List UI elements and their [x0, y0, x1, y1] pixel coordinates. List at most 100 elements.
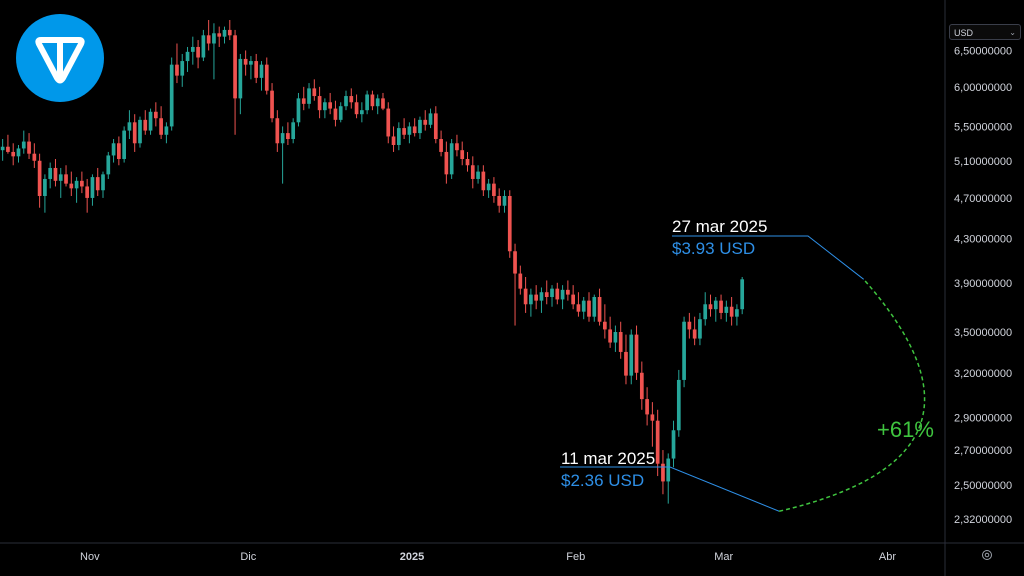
annotation-layer: 11 mar 2025 $2.36 USD 27 mar 2025 $3.93 …: [560, 217, 934, 512]
ton-diamond-icon: [16, 14, 104, 102]
candle-body: [90, 177, 95, 198]
candle-body: [566, 289, 570, 295]
high-annotation-price: $3.93 USD: [672, 239, 755, 258]
candle-body: [238, 58, 243, 99]
candle-body: [180, 61, 185, 76]
price-tick-label: 6,50000000: [954, 45, 1012, 57]
candle-body: [323, 102, 327, 111]
candle-body: [64, 174, 68, 184]
candle-body: [16, 148, 21, 157]
candle-body: [639, 372, 644, 400]
candle-body: [735, 309, 739, 317]
candle-body: [634, 334, 639, 373]
candle-body: [95, 177, 100, 191]
candle-body: [470, 165, 475, 179]
low-annotation-date: 11 mar 2025: [561, 449, 655, 468]
gain-percent-label: +61%: [877, 417, 934, 442]
candle-body: [296, 98, 301, 123]
candle-body: [708, 304, 713, 310]
candle-body: [117, 143, 121, 159]
candle-body: [418, 119, 422, 134]
candle-body: [486, 183, 491, 191]
candle-body: [360, 110, 364, 115]
candle-body: [280, 133, 285, 144]
candle-body: [650, 414, 655, 421]
candle-body: [338, 106, 343, 120]
candle-body: [513, 251, 517, 274]
candle-body: [354, 102, 359, 115]
candle-body: [101, 174, 105, 191]
gain-arc: [778, 278, 926, 512]
candle-body: [423, 119, 428, 125]
high-annotation-date: 27 mar 2025: [672, 217, 767, 236]
candle-body: [724, 306, 729, 313]
candle-body: [481, 171, 486, 191]
candle-body: [407, 126, 412, 135]
time-tick-label: Mar: [714, 551, 733, 563]
candle-body: [703, 304, 708, 320]
candle-body: [196, 46, 200, 58]
candle-body: [439, 139, 443, 152]
candle-body: [190, 46, 195, 52]
price-tick-label: 2,90000000: [954, 413, 1012, 425]
candle-body: [602, 321, 607, 330]
candle-body: [391, 136, 396, 145]
candle-body: [544, 292, 549, 298]
price-axis[interactable]: 2,32000000 2,50000000 2,70000000 2,90000000…: [954, 45, 1012, 526]
candle-body: [0, 146, 5, 151]
time-tick-label: Nov: [80, 551, 100, 563]
candle-body: [740, 279, 745, 310]
candle-body: [576, 304, 581, 312]
candle-body: [597, 297, 602, 322]
candle-body: [106, 155, 111, 175]
candle-body: [412, 126, 417, 134]
time-axis[interactable]: Nov Dic 2025 Feb Mar Abr: [80, 551, 896, 563]
candle-body: [32, 153, 37, 161]
currency-selector[interactable]: USD ⌄: [949, 24, 1021, 40]
candle-body: [48, 167, 53, 179]
candle-body: [676, 379, 681, 431]
candle-body: [507, 195, 512, 252]
candle-body: [629, 334, 634, 376]
candle-body: [444, 151, 449, 175]
candle-body: [259, 64, 264, 78]
candle-body: [386, 108, 391, 137]
candle-body: [328, 102, 333, 109]
candle-body: [692, 329, 697, 339]
candle-body: [233, 35, 237, 99]
candle-body: [645, 399, 649, 415]
candle-body: [381, 98, 385, 109]
candle-body: [449, 143, 454, 175]
candle-body: [206, 35, 211, 44]
candle-body: [212, 33, 216, 44]
candle-body: [460, 150, 465, 159]
candle-body: [555, 288, 560, 300]
candle-body: [523, 288, 528, 305]
candle-body: [402, 128, 406, 135]
candle-body: [433, 113, 438, 140]
candle-body: [132, 122, 137, 144]
candle-body: [185, 51, 190, 62]
candle-body: [497, 195, 502, 206]
candle-body: [539, 292, 544, 301]
gear-icon[interactable]: [980, 548, 994, 562]
candle-body: [301, 98, 306, 104]
candle-body: [312, 88, 317, 97]
candle-body: [6, 146, 10, 152]
price-tick-label: 4,70000000: [954, 193, 1012, 205]
candle-body: [671, 430, 676, 459]
price-tick-label: 3,90000000: [954, 278, 1012, 290]
low-annotation-price: $2.36 USD: [561, 471, 644, 490]
time-tick-label: Dic: [240, 551, 256, 563]
price-tick-label: 3,50000000: [954, 327, 1012, 339]
candle-body: [729, 306, 734, 317]
price-tick-label: 2,32000000: [954, 514, 1012, 526]
candle-body: [618, 332, 623, 352]
price-tick-label: 4,30000000: [954, 233, 1012, 245]
candle-body: [560, 289, 565, 300]
candle-body: [719, 300, 723, 313]
candle-body: [153, 111, 158, 119]
candle-body: [661, 463, 665, 482]
